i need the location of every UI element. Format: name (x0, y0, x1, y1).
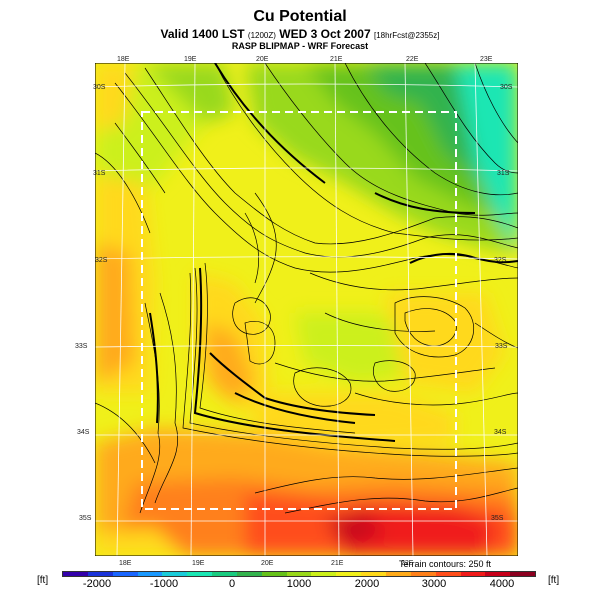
lat-label-right-4: 33S (495, 343, 508, 350)
lat-label-left-6: 35S (79, 515, 92, 522)
lat-label-left-4: 33S (75, 343, 88, 350)
lon-label-top-4: 21E (330, 56, 343, 63)
colorbar-swatch-18 (485, 572, 511, 576)
lon-label-bottom-1: 18E (119, 560, 132, 567)
colorbar-tick-1: -2000 (82, 578, 112, 590)
colorbar-swatch-4 (137, 572, 163, 576)
colorbar-swatch-11 (311, 572, 337, 576)
lat-label-left-5: 34S (77, 429, 90, 436)
map-source: RASP BLIPMAP - WRF Forecast (231, 41, 369, 51)
colorbar-unit-left: [ft] (37, 575, 49, 586)
colorbar-swatch-8 (236, 572, 262, 576)
lon-label-top-6: 23E (480, 56, 493, 63)
colorbar-unit-right: [ft] (548, 575, 560, 586)
lat-label-left-2: 31S (93, 170, 106, 177)
colorbar-swatch-6 (187, 572, 213, 576)
lat-label-right-5: 34S (494, 429, 507, 436)
forecast-date: WED 3 Oct 2007 (279, 27, 371, 41)
forecast-map (94, 62, 519, 557)
lon-label-bottom-5: 22E (401, 560, 414, 567)
utc-time: (1200Z) (247, 31, 276, 40)
colorbar-swatch-14 (385, 572, 411, 576)
colorbar-swatch-5 (162, 572, 188, 576)
lon-label-top-5: 22E (406, 56, 419, 63)
valid-time: Valid 1400 LST (160, 27, 245, 41)
colorbar-swatch-19 (510, 572, 536, 576)
colorbar-tick-3: 0 (228, 578, 236, 590)
colorbar-swatch-16 (435, 572, 461, 576)
colorbar-tick-5: 2000 (354, 578, 380, 590)
lat-label-right-1: 30S (500, 84, 513, 91)
lon-label-bottom-4: 21E (331, 560, 344, 567)
colorbar (62, 571, 536, 577)
map-subtitle: Valid 1400 LST (1200Z) WED 3 Oct 2007 [1… (0, 27, 600, 41)
colorbar-swatch-3 (112, 572, 138, 576)
colorbar-swatch-17 (460, 572, 486, 576)
lat-label-right-3: 32S (494, 257, 507, 264)
forecast-run: [18hrFcst@2355z] (373, 31, 440, 40)
lon-label-top-3: 20E (256, 56, 269, 63)
map-title: Cu Potential (253, 8, 347, 25)
colorbar-swatch-15 (410, 572, 436, 576)
lat-label-left-3: 32S (95, 257, 108, 264)
colorbar-tick-4: 1000 (286, 578, 312, 590)
colorbar-tick-6: 3000 (421, 578, 447, 590)
lat-label-right-6: 35S (491, 515, 504, 522)
lon-label-top-2: 19E (184, 56, 197, 63)
lat-label-right-2: 31S (497, 170, 510, 177)
colorbar-swatch-7 (212, 572, 237, 576)
terrain-contours (95, 63, 518, 514)
lon-label-bottom-2: 19E (192, 560, 205, 567)
colorbar-swatch-13 (361, 572, 386, 576)
colorbar-swatch-10 (286, 572, 312, 576)
colorbar-tick-2: -1000 (149, 578, 179, 590)
colorbar-tick-7: 4000 (489, 578, 515, 590)
lon-label-top-1: 18E (117, 56, 130, 63)
colorbar-swatch-12 (336, 572, 362, 576)
colorbar-swatch-2 (87, 572, 113, 576)
lat-label-left-1: 30S (93, 84, 106, 91)
colorbar-swatch-9 (261, 572, 287, 576)
colorbar-swatch-1 (63, 572, 88, 576)
lon-label-bottom-3: 20E (261, 560, 274, 567)
inner-domain-boundary (141, 111, 457, 510)
cu-potential-field (94, 62, 519, 557)
terrain-contour-note: Terrain contours: 250 ft (399, 559, 492, 569)
